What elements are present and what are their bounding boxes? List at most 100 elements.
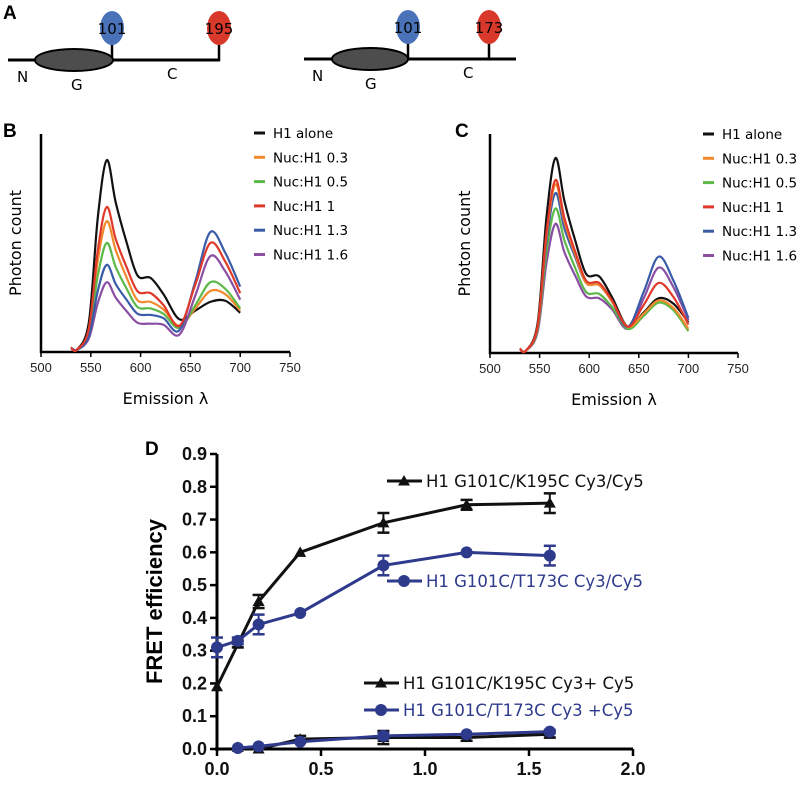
- spectra-chart-b: 500 550 600 650 700 750 Emission λ Photon count…: [6, 126, 348, 408]
- x-tick-label: 650: [628, 361, 650, 376]
- legend-label: Nuc:H1 1.3: [722, 224, 797, 240]
- y-axis-label: Photon count: [6, 190, 25, 296]
- y-tick-label: 0.3: [182, 641, 207, 661]
- triangle-marker: [398, 475, 410, 486]
- fret-chart-d: 0.0 0.1 0.2 0.3 0.4 0.5 0.6 0.7 0.8 0.9 0.0 0.5 1.0 1…: [142, 444, 646, 779]
- x-tick-label: 550: [80, 360, 102, 375]
- legend-label: H1 G101C/T173C Cy3 +Cy5: [403, 701, 633, 720]
- triangle-marker: [543, 497, 556, 508]
- legend-label: Nuc:H1 0.5: [722, 176, 797, 192]
- legend-label: Nuc:H1 1.6: [722, 249, 797, 265]
- circle-marker: [543, 725, 556, 738]
- spectrum-line: [519, 178, 690, 354]
- x-tick-label: 550: [529, 361, 551, 376]
- x-tick-label: 650: [180, 360, 202, 375]
- x-tick-label: 750: [727, 361, 749, 376]
- circle-marker: [377, 559, 390, 572]
- circle-marker: [375, 704, 387, 716]
- x-tick-label: 600: [130, 360, 152, 375]
- circle-marker: [252, 618, 265, 631]
- panel-label-b: B: [3, 121, 17, 142]
- x-tick-label: 0.5: [308, 759, 333, 779]
- y-tick-label: 0.1: [182, 706, 207, 726]
- y-axis-label: Photon count: [455, 190, 474, 296]
- legend-label: H1 G101C/K195C Cy3+ Cy5: [403, 674, 634, 693]
- circle-marker: [294, 606, 307, 619]
- spectrum-line: [70, 159, 241, 353]
- y-axis-label: FRET efficiency: [142, 518, 167, 684]
- x-tick-label: 700: [229, 360, 251, 375]
- x-tick-label: 500: [479, 361, 501, 376]
- x-tick-label: 2.0: [620, 759, 645, 779]
- legend-label: Nuc:H1 1.6: [273, 248, 348, 264]
- x-tick-label: 500: [30, 360, 52, 375]
- site-173-marker: [477, 10, 501, 44]
- h1-diagram-195: 101 195 N G C: [8, 11, 233, 94]
- circle-marker: [460, 546, 473, 559]
- panel-label-d: D: [145, 439, 159, 460]
- globular-domain: [331, 47, 409, 71]
- x-tick-label: 600: [578, 361, 600, 376]
- y-tick-label: 0.6: [182, 542, 207, 562]
- legend-label: Nuc:H1 0.5: [273, 175, 348, 191]
- site-101-marker: [396, 10, 420, 44]
- legend-label: H1 G101C/K195C Cy3/Cy5: [426, 472, 644, 491]
- triangle-marker: [460, 498, 473, 510]
- legend-label: H1 alone: [273, 126, 333, 142]
- x-axis-label: Emission λ: [571, 390, 657, 409]
- legend-label: Nuc:H1 0.3: [722, 151, 797, 167]
- site-101-marker: [100, 11, 124, 45]
- triangle-marker: [294, 546, 307, 557]
- y-tick-label: 0.8: [182, 477, 207, 497]
- n-terminus-label: N: [17, 68, 28, 86]
- site-195-label: 195: [205, 20, 234, 38]
- n-terminus-label: N: [312, 67, 323, 85]
- circle-marker: [252, 740, 265, 753]
- circle-marker: [231, 634, 244, 647]
- circle-marker: [460, 728, 473, 741]
- site-195-marker: [207, 11, 231, 45]
- x-tick-label: 0.0: [204, 759, 229, 779]
- legend-label: Nuc:H1 0.3: [273, 150, 348, 166]
- y-tick-label: 0.5: [182, 575, 207, 595]
- legend-label: Nuc:H1 1: [273, 199, 335, 215]
- site-101-label: 101: [98, 20, 127, 38]
- site-101-label: 101: [394, 19, 423, 37]
- spectra-chart-c: 500 550 600 650 700 750 Emission λ Photon count…: [455, 127, 797, 409]
- triangle-marker: [252, 595, 265, 606]
- globular-domain: [34, 48, 114, 72]
- y-tick-label: 0.4: [182, 608, 207, 628]
- circle-marker: [543, 549, 556, 562]
- legend-label: H1 G101C/T173C Cy3/Cy5: [426, 572, 643, 591]
- c-terminus-label: C: [167, 65, 177, 83]
- site-173-label: 173: [475, 19, 504, 37]
- spectrum-line: [70, 230, 242, 352]
- y-tick-label: 0.9: [182, 444, 207, 464]
- circle-marker: [377, 729, 390, 742]
- h1-diagram-173: 101 173 N G C: [304, 10, 516, 93]
- legend-label: Nuc:H1 1.3: [273, 223, 348, 239]
- x-tick-label: 700: [678, 361, 700, 376]
- y-tick-label: 0.2: [182, 673, 207, 693]
- c-terminus-label: C: [463, 64, 473, 82]
- x-tick-label: 1.0: [412, 759, 437, 779]
- panel-label-c: C: [455, 121, 469, 142]
- legend-label: Nuc:H1 1: [722, 200, 784, 216]
- panel-label-a: A: [3, 3, 17, 24]
- series-line: [237, 730, 550, 750]
- spectrum-line: [70, 205, 242, 352]
- x-tick-label: 750: [279, 360, 301, 375]
- circle-marker: [398, 575, 410, 587]
- circle-marker: [211, 641, 223, 654]
- triangle-marker: [377, 516, 390, 528]
- x-tick-label: 1.5: [516, 759, 541, 779]
- y-tick-label: 0.7: [182, 510, 207, 530]
- circle-marker: [294, 735, 307, 748]
- circle-marker: [231, 742, 244, 755]
- triangle-marker: [211, 680, 223, 692]
- x-axis-label: Emission λ: [123, 389, 209, 408]
- triangle-marker: [375, 677, 387, 688]
- legend-label: H1 alone: [722, 127, 782, 143]
- y-tick-label: 0.0: [182, 739, 207, 759]
